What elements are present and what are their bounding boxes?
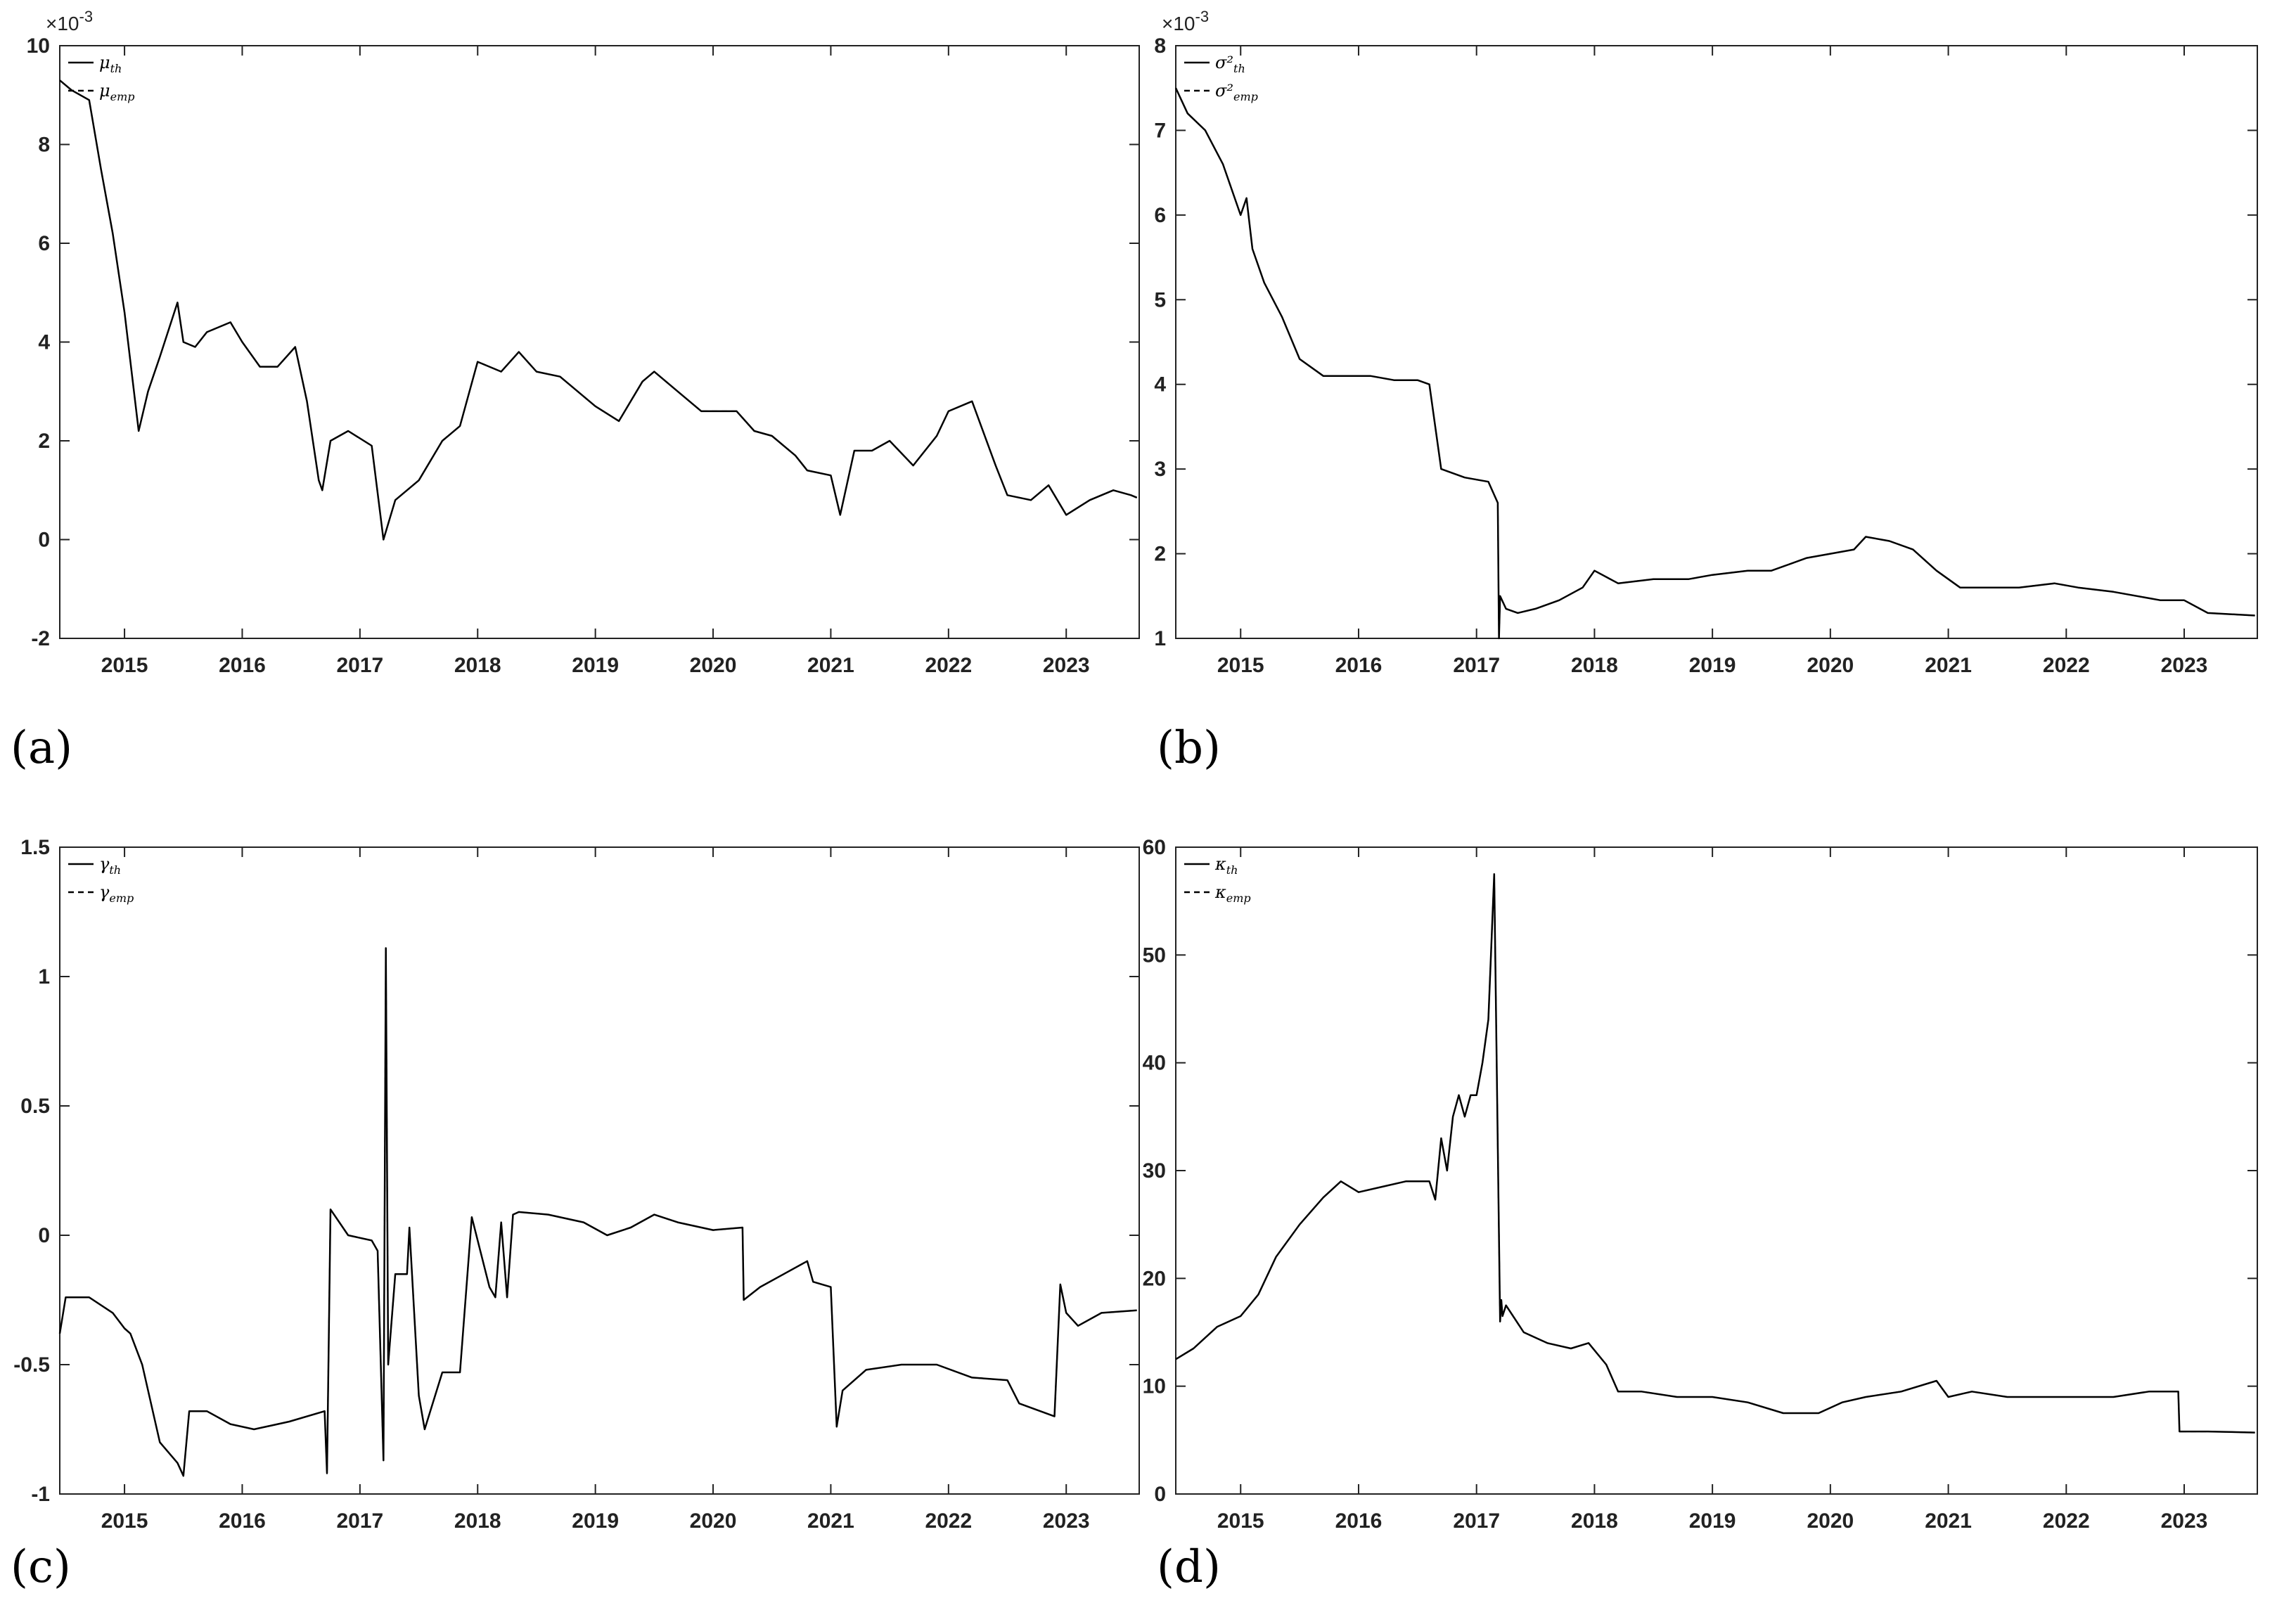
- y-tick-label: -1: [31, 1483, 50, 1506]
- legend-entry: σ²th: [1215, 53, 1245, 75]
- chart-panel-3: -1 -0.5 0 0.5 1 1.5 2015 2016 2017 2018 2019 2020 20…: [13, 836, 1140, 1533]
- x-tick-label: 2019: [572, 1509, 619, 1533]
- x-tick-label: 2021: [1925, 1509, 1972, 1533]
- x-tick-label: 2015: [1217, 654, 1264, 677]
- legend-entry: μemp: [99, 81, 135, 103]
- y-tick-label: 2: [38, 430, 50, 453]
- y-tick-label: 0.5: [20, 1095, 50, 1118]
- y-tick-label: 6: [38, 232, 50, 255]
- x-tick-label: 2018: [454, 1509, 501, 1533]
- x-tick-label: 2017: [1453, 1509, 1500, 1533]
- x-tick-label: 2023: [1043, 1509, 1090, 1533]
- y-tick-label: 6: [1154, 204, 1166, 227]
- y-tick-label: 5: [1154, 288, 1166, 311]
- x-tick-label: 2016: [219, 1509, 266, 1533]
- axes-box: [59, 45, 1140, 639]
- axes-box: [59, 846, 1140, 1495]
- chart-panel-1: -2 0 2 4 6 8 10 2015 2016 2017 2018 2019 2020 2021 202…: [27, 8, 1140, 677]
- y-tick-label: 0: [38, 529, 50, 552]
- y-tick-label: 40: [1143, 1052, 1166, 1075]
- x-tick-label: 2023: [1043, 654, 1090, 677]
- x-tick-label: 2017: [1453, 654, 1500, 677]
- x-tick-label: 2018: [1571, 1509, 1618, 1533]
- series-line-dashed: [59, 947, 1137, 1477]
- series-line-solid: [59, 79, 1138, 541]
- panel-label: (d): [1157, 1541, 1221, 1593]
- y-tick-label: 10: [27, 34, 50, 58]
- y-tick-label: 10: [1143, 1375, 1166, 1398]
- x-tick-label: 2021: [807, 654, 854, 677]
- chart-panel-2: 1 2 3 4 5 6 7 8 2015 2016 2017 2018 2019 2020 2021 2022…: [1154, 8, 2258, 677]
- y-tick-label: 7: [1154, 119, 1166, 142]
- y-tick-label: 60: [1143, 836, 1166, 859]
- x-tick-label: 2022: [2043, 654, 2090, 677]
- legend-entry: γth: [99, 854, 121, 877]
- x-tick-label: 2022: [925, 654, 972, 677]
- x-tick-label: 2023: [2161, 654, 2208, 677]
- x-tick-label: 2019: [1689, 654, 1736, 677]
- axes-box: [1175, 45, 2258, 639]
- legend: σ²th σ²emp: [1184, 53, 1258, 103]
- y-tick-label: 1: [38, 965, 50, 988]
- y-tick-label: 1: [1154, 627, 1166, 650]
- x-tick-label: 2019: [572, 654, 619, 677]
- y-tick-label: 8: [1154, 34, 1166, 58]
- series-line-dashed: [1175, 873, 2255, 1434]
- series-line-dashed: [59, 79, 1138, 541]
- legend-entry: κth: [1214, 854, 1238, 877]
- x-tick-label: 2018: [454, 654, 501, 677]
- legend: γth γemp: [68, 854, 134, 905]
- x-tick-label: 2016: [219, 654, 266, 677]
- x-tick-label: 2020: [1807, 654, 1854, 677]
- legend-entry: γemp: [99, 882, 134, 905]
- panel-label: (a): [11, 722, 72, 774]
- y-tick-label: 2: [1154, 543, 1166, 566]
- x-tick-label: 2018: [1571, 654, 1618, 677]
- x-tick-label: 2020: [690, 1509, 737, 1533]
- series-line-dashed: [1175, 87, 2255, 639]
- legend-entry: κemp: [1214, 882, 1251, 905]
- series-line-solid: [58, 947, 1137, 1477]
- x-tick-label: 2021: [1925, 654, 1972, 677]
- x-tick-label: 2017: [336, 1509, 383, 1533]
- y-tick-label: 4: [1154, 373, 1166, 397]
- y-tick-label: 1.5: [20, 836, 50, 859]
- x-tick-label: 2017: [336, 654, 383, 677]
- y-tick-label: 8: [38, 134, 50, 157]
- legend: κth κemp: [1184, 854, 1251, 905]
- legend-entry: μth: [99, 53, 122, 75]
- x-tick-label: 2019: [1689, 1509, 1736, 1533]
- y-tick-label: 3: [1154, 458, 1166, 481]
- panel-label: (b): [1157, 722, 1221, 774]
- x-tick-label: 2015: [1217, 1509, 1264, 1533]
- x-tick-label: 2016: [1335, 1509, 1383, 1533]
- y-tick-label: 30: [1143, 1159, 1166, 1183]
- y-tick-label: 4: [38, 331, 50, 354]
- panel-label: (c): [11, 1541, 71, 1593]
- x-tick-label: 2022: [2043, 1509, 2090, 1533]
- y-tick-label: -2: [31, 627, 50, 650]
- x-tick-label: 2015: [101, 654, 148, 677]
- y-tick-label: 20: [1143, 1267, 1166, 1290]
- series-line-solid: [1175, 873, 2255, 1434]
- x-tick-label: 2020: [690, 654, 737, 677]
- y-exponent-label: ×10-3: [1162, 8, 1209, 34]
- x-tick-label: 2020: [1807, 1509, 1854, 1533]
- series-line-solid: [1174, 87, 2255, 640]
- x-tick-label: 2023: [2161, 1509, 2208, 1533]
- chart-panel-4: 0 10 20 30 40 50 60 2015 2016 2017 2018 2019 2020 202…: [1143, 836, 2258, 1533]
- y-tick-label: 0: [38, 1224, 50, 1247]
- y-tick-label: -0.5: [13, 1353, 50, 1377]
- legend: μth μemp: [68, 53, 135, 103]
- legend-entry: σ²emp: [1215, 81, 1258, 103]
- x-tick-label: 2021: [807, 1509, 854, 1533]
- x-tick-label: 2022: [925, 1509, 972, 1533]
- y-exponent-label: ×10-3: [46, 8, 93, 34]
- x-tick-label: 2016: [1335, 654, 1383, 677]
- y-tick-label: 50: [1143, 944, 1166, 967]
- y-tick-label: 0: [1154, 1483, 1166, 1506]
- x-tick-label: 2015: [101, 1509, 148, 1533]
